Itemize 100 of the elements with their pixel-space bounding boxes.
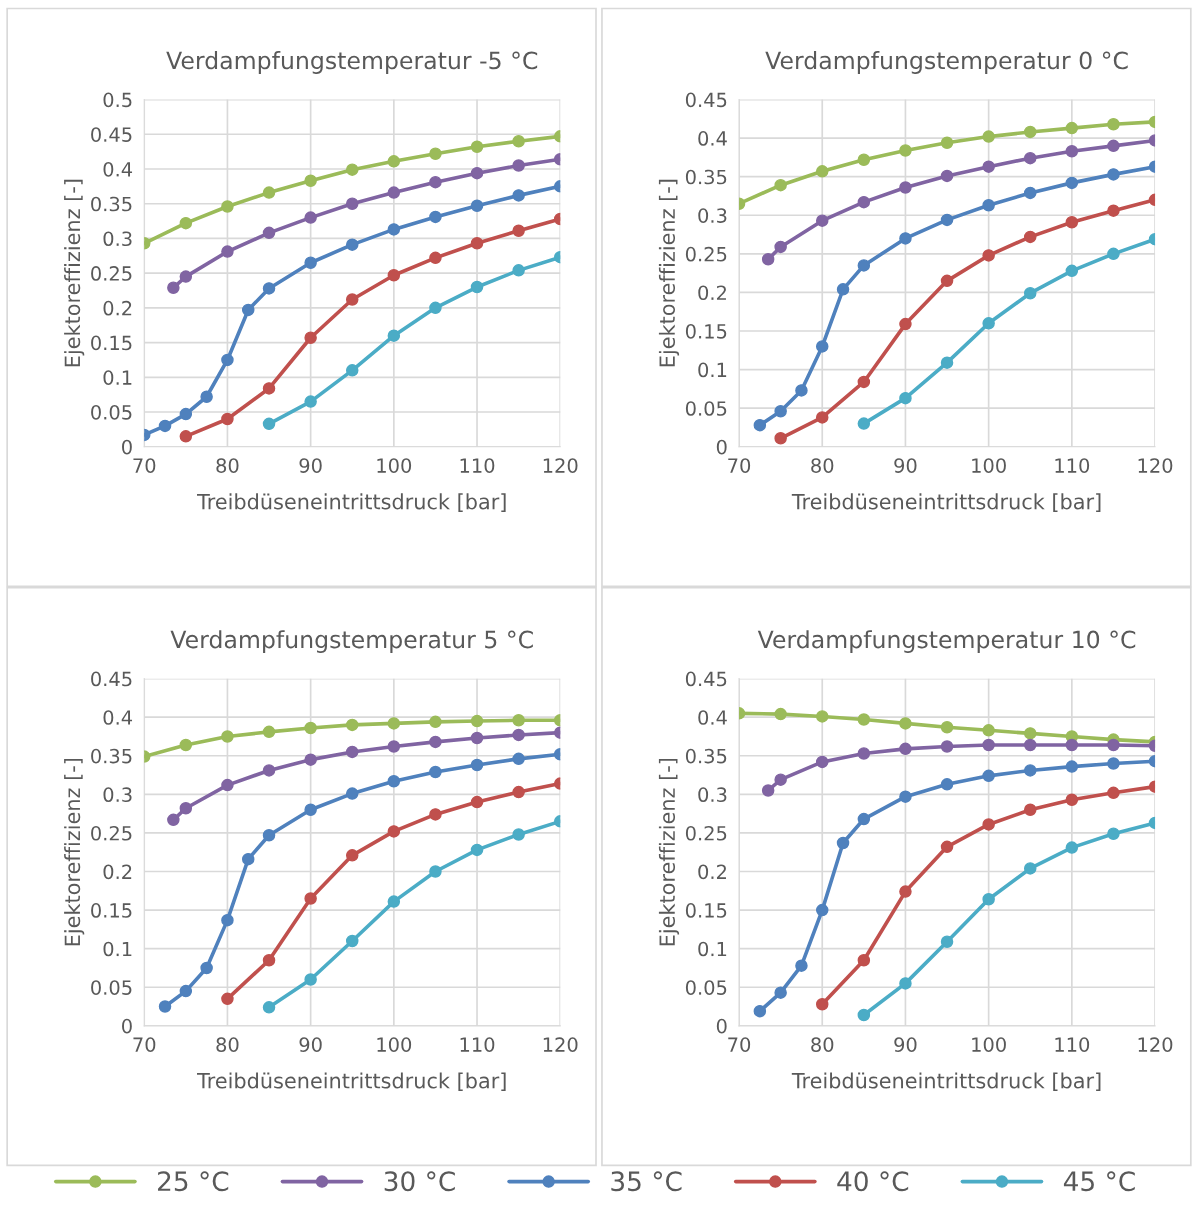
x-tick-label: 70 [133,458,156,473]
chart-title: Verdampfungstemperatur 5 °C [170,630,533,653]
point [345,197,359,210]
point [512,189,525,202]
point [1023,764,1037,777]
x-tick-label: 70 [728,458,751,473]
y-tick-label: 0.15 [91,903,132,918]
x-tick-label: 90 [894,1037,917,1052]
point [200,961,213,975]
y-tick-label: 0.3 [698,787,727,803]
point [982,893,995,906]
point [345,718,359,732]
point [200,390,213,404]
point [899,977,912,990]
point [179,407,193,421]
point [774,707,787,721]
point [857,1008,871,1022]
point [304,803,317,817]
y-axis-title: Ejektoreffizienz [-] [64,179,85,367]
y-tick-label: 0.45 [91,127,132,142]
y-tick-label: 0.2 [698,285,726,301]
point [262,382,276,395]
point [221,730,234,743]
point [387,740,401,753]
point [304,892,317,905]
y-tick-label: 0.25 [685,246,727,262]
x-tick-label: 90 [299,458,322,473]
y-axis-title: Ejektoreffizienz [-] [64,758,85,946]
legend-label: 35 °C [611,1171,682,1192]
x-tick-label: 80 [216,1037,239,1052]
point [167,281,180,294]
point [940,356,954,369]
point [1023,230,1037,244]
y-tick-label: 0.4 [103,710,133,725]
point [429,210,442,224]
legend-label: 45 °C [1063,1171,1135,1192]
point [512,224,525,238]
x-axis-title: Treibdüseneintrittsdruck [bar] [197,493,506,512]
y-tick-label: 0.05 [91,980,132,995]
point [470,714,484,728]
point [512,159,525,172]
point [1065,793,1079,807]
point [345,849,359,862]
point [899,742,912,756]
point [940,740,954,753]
point [221,992,234,1006]
point [262,725,276,739]
point [815,903,829,917]
x-tick-label: 100 [377,1037,412,1052]
point [815,710,829,723]
point [387,825,401,838]
point [221,200,234,213]
x-tick-label: 80 [811,458,834,473]
x-axis-title: Treibdüseneintrittsdruck [bar] [197,1072,506,1091]
point [857,713,871,726]
y-tick-label: 0.05 [685,401,727,416]
y-tick-label: 0 [716,1018,727,1034]
point [774,240,787,254]
point [1065,738,1079,752]
y-tick-label: 0.1 [698,941,727,957]
point [1065,121,1079,135]
point [940,778,954,791]
x-tick-label: 70 [133,1037,156,1052]
point [1107,168,1120,181]
point [262,829,276,842]
point [158,419,172,433]
point [899,717,912,730]
chart-title: Verdampfungstemperatur -5 °C [166,51,538,74]
point [815,165,829,178]
point [387,774,401,788]
point [262,226,276,240]
x-tick-label: 110 [1055,1037,1090,1052]
point [815,214,829,227]
x-tick-label: 80 [811,1037,834,1052]
point [815,340,829,353]
point [262,186,276,199]
point [1023,186,1037,200]
y-tick-label: 0.45 [685,92,727,108]
point [429,251,442,265]
point [512,785,525,799]
y-axis-title: Ejektoreffizienz [-] [658,758,680,946]
point [857,747,871,760]
point [304,331,317,344]
point [761,784,775,797]
point [179,801,193,815]
point [304,753,317,766]
point [387,186,401,199]
point [982,317,995,330]
point [795,384,808,397]
y-tick-label: 0.35 [685,748,727,764]
point [470,166,484,180]
x-tick-label: 110 [460,1037,495,1052]
point [899,790,912,803]
point [1065,760,1079,773]
point [221,412,234,426]
chart-title: Verdampfungstemperatur 10 °C [757,630,1136,653]
point [815,997,829,1011]
x-tick-label: 80 [216,458,239,473]
y-tick-label: 0 [122,439,132,455]
point [857,812,871,826]
